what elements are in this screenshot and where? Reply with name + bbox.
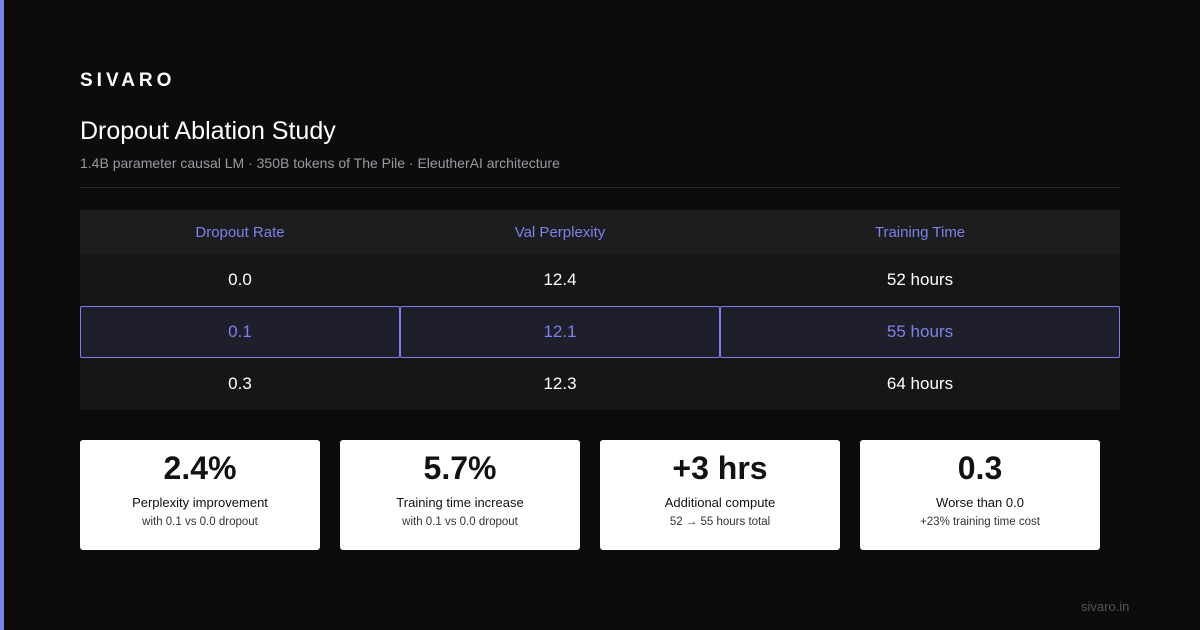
cell-dropout-rate: 0.3	[80, 358, 400, 410]
cell-val-perplexity: 12.3	[400, 358, 720, 410]
stat-note: with 0.1 vs 0.0 dropout	[142, 516, 258, 528]
stat-card-perplexity: 2.4% Perplexity improvement with 0.1 vs …	[80, 440, 320, 550]
stat-value: 0.3	[957, 450, 1003, 486]
table-row: 0.3 12.3 64 hours	[80, 358, 1120, 410]
divider	[80, 187, 1120, 188]
cell-val-perplexity: 12.4	[400, 254, 720, 306]
header-dropout-rate: Dropout Rate	[80, 210, 400, 254]
stat-card-compute: +3 hrs Additional compute 52 → 55 hours …	[600, 440, 840, 550]
page-title: Dropout Ablation Study	[80, 117, 336, 145]
accent-bar	[0, 0, 4, 630]
stat-note: with 0.1 vs 0.0 dropout	[402, 516, 518, 528]
header-training-time: Training Time	[720, 210, 1120, 254]
stat-value: 5.7%	[423, 450, 497, 486]
stat-label: Worse than 0.0	[936, 495, 1024, 510]
stat-cards: 2.4% Perplexity improvement with 0.1 vs …	[80, 440, 1120, 550]
cell-dropout-rate: 0.0	[80, 254, 400, 306]
page-subtitle: 1.4B parameter causal LM · 350B tokens o…	[80, 155, 560, 171]
table-header-row: Dropout Rate Val Perplexity Training Tim…	[80, 210, 1120, 254]
stat-label: Perplexity improvement	[132, 495, 268, 510]
stat-card-training-time: 5.7% Training time increase with 0.1 vs …	[340, 440, 580, 550]
stat-note: 52 → 55 hours total	[669, 516, 771, 528]
stat-value: 2.4%	[163, 450, 237, 486]
cell-val-perplexity: 12.1	[400, 306, 720, 358]
header-val-perplexity: Val Perplexity	[400, 210, 720, 254]
table-row-highlighted: 0.1 12.1 55 hours	[80, 306, 1120, 358]
stat-value: +3 hrs	[672, 450, 768, 486]
results-table: Dropout Rate Val Perplexity Training Tim…	[80, 210, 1120, 410]
cell-training-time: 64 hours	[720, 358, 1120, 410]
cell-training-time: 52 hours	[720, 254, 1120, 306]
table-row: 0.0 12.4 52 hours	[80, 254, 1120, 306]
cell-training-time: 55 hours	[720, 306, 1120, 358]
stat-card-high-dropout: 0.3 Worse than 0.0 +23% training time co…	[860, 440, 1100, 550]
stat-note: +23% training time cost	[920, 516, 1040, 528]
stat-label: Training time increase	[396, 495, 524, 510]
footer-url: sivaro.in	[1081, 599, 1130, 614]
cell-dropout-rate: 0.1	[80, 306, 400, 358]
brand-logo: SIVARO	[80, 70, 176, 91]
stat-label: Additional compute	[664, 495, 776, 510]
